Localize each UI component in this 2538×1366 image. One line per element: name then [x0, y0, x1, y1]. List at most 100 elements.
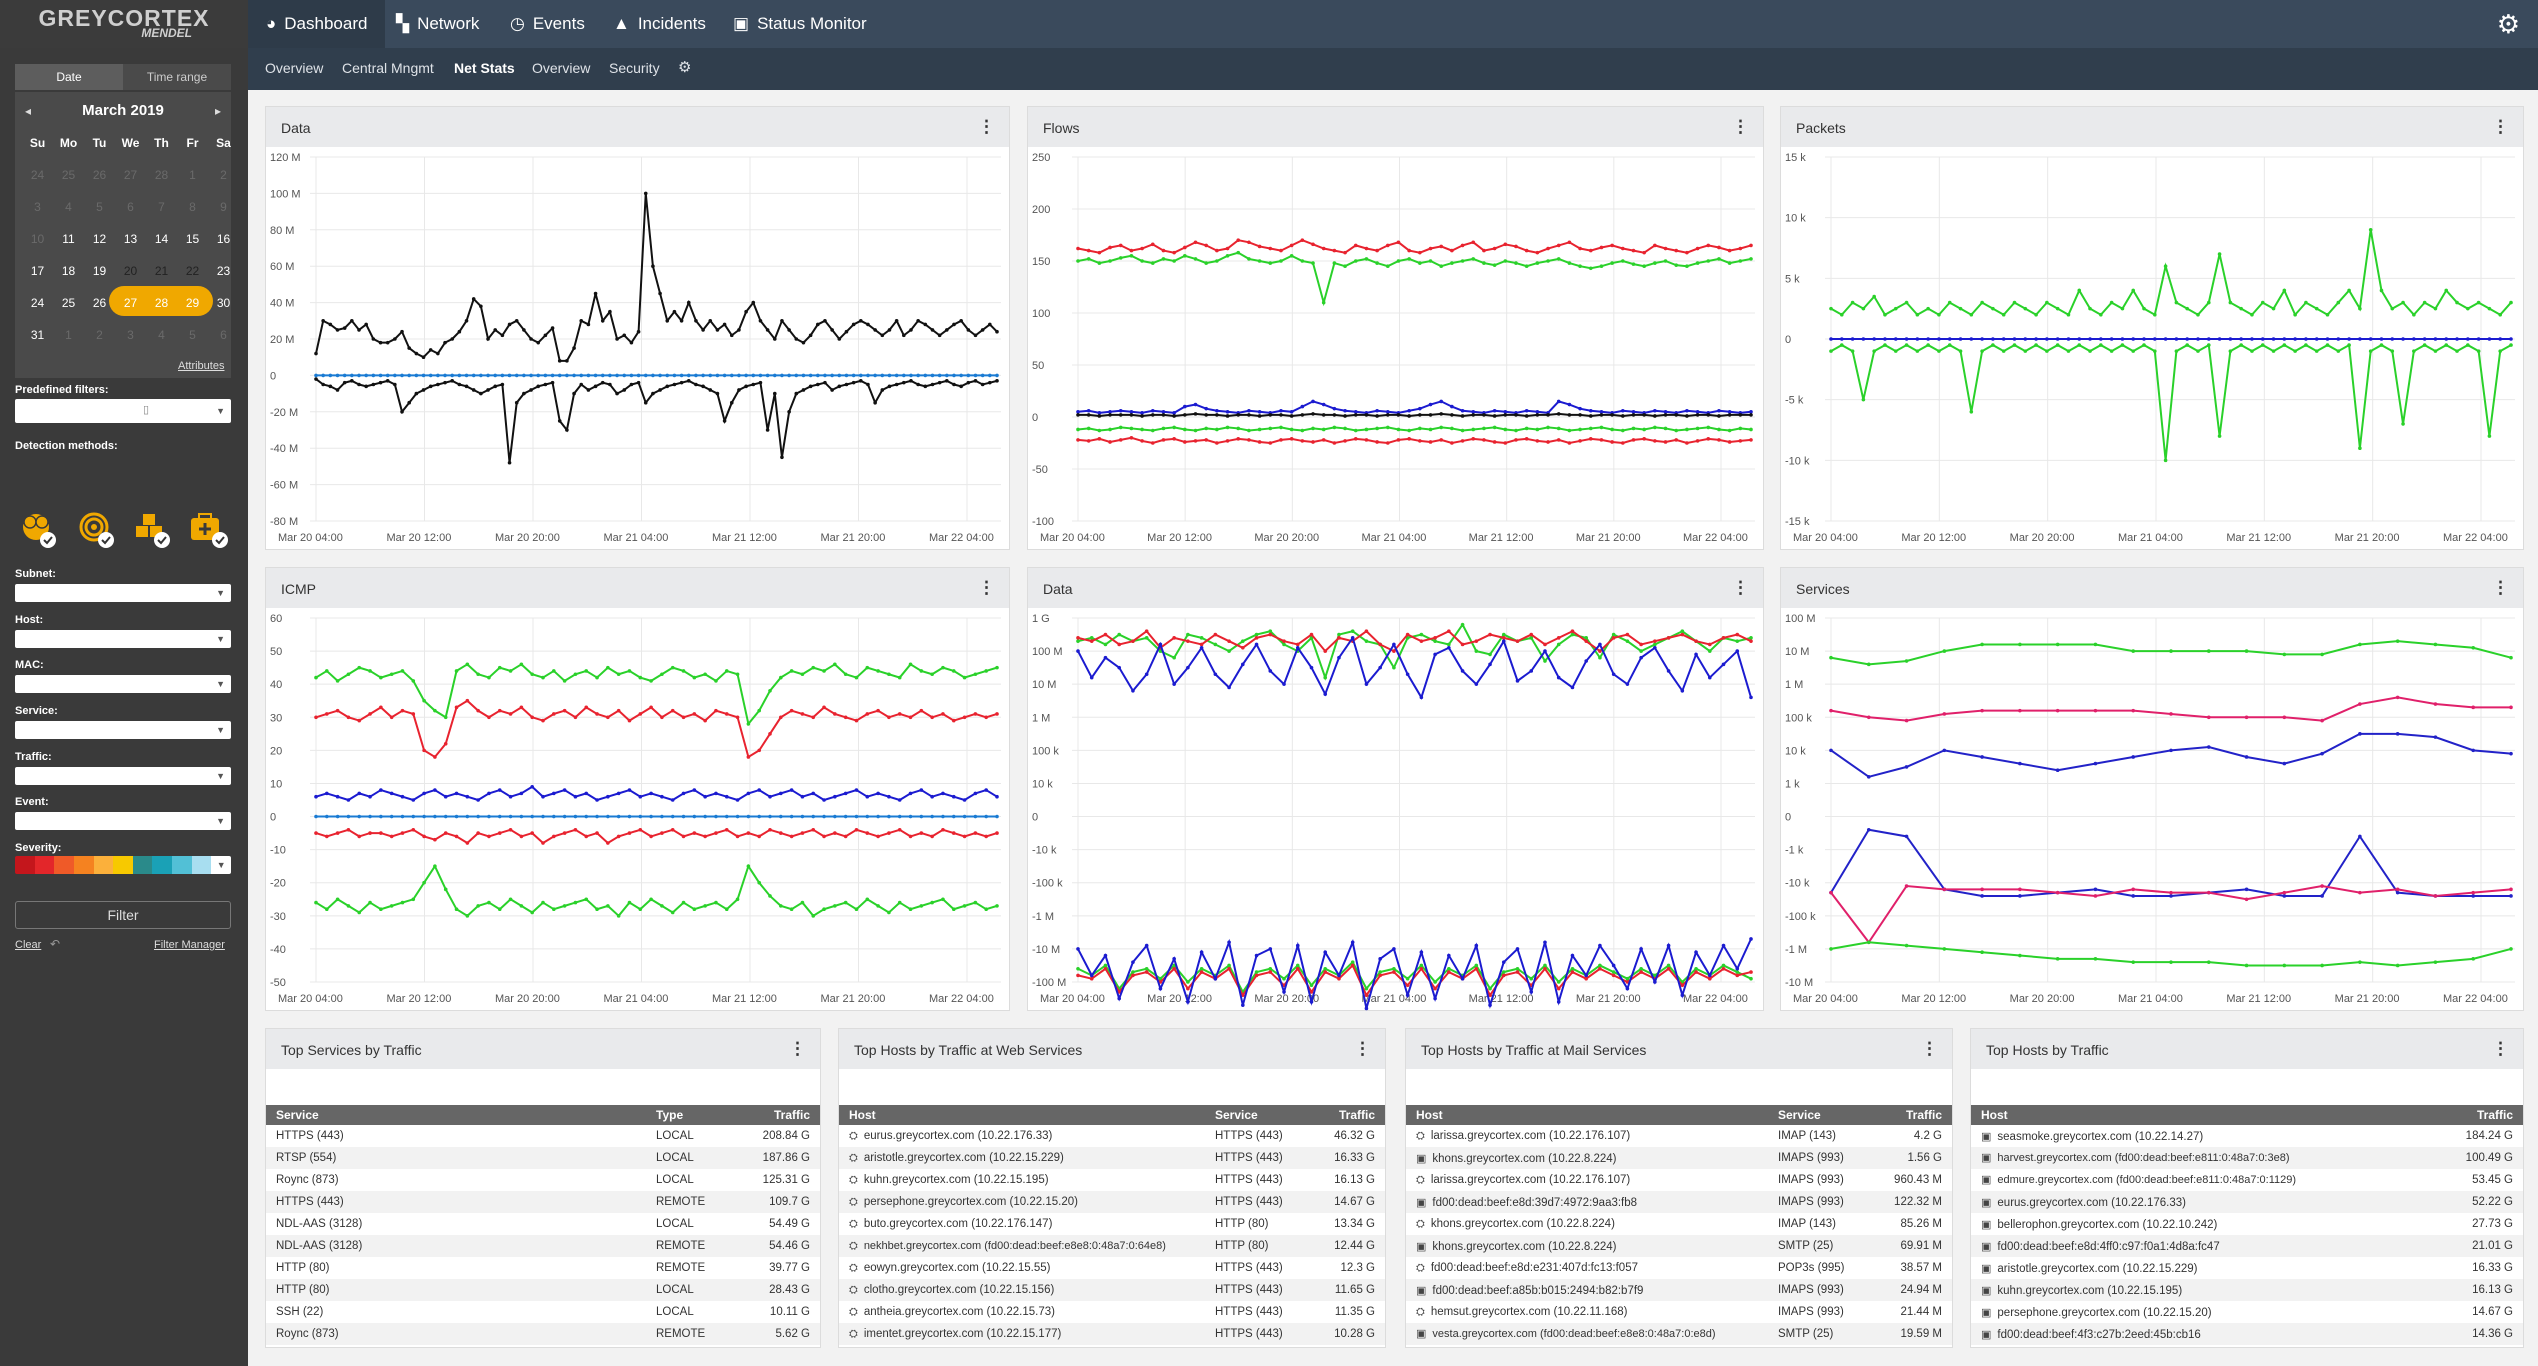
subtab-security[interactable]: Security [609, 60, 660, 76]
column-header[interactable]: Type [646, 1105, 735, 1125]
table-cell[interactable]: seasmoke.greycortex.com (10.22.14.27) [1997, 1130, 2204, 1143]
calendar-day[interactable]: 3 [34, 200, 41, 214]
severity-level[interactable]: ▼ [211, 856, 231, 874]
table-row[interactable]: RTSP (554) LOCAL 187.86 G [266, 1147, 820, 1169]
table-row[interactable]: ▣ aristotle.greycortex.com (10.22.15.229)… [1971, 1257, 2523, 1279]
clear-link[interactable]: Clear [15, 939, 42, 951]
table-row[interactable]: ▣ fd00:dead:beef:e8d:39d7:4972:9aa3:fb8 IM… [1406, 1191, 1952, 1213]
table-row[interactable]: NDL-AAS (3128) LOCAL 54.49 G [266, 1213, 820, 1235]
table-row[interactable]: ⛭ clotho.greycortex.com (10.22.15.156) HTT… [839, 1279, 1385, 1301]
column-header[interactable]: Service [266, 1105, 646, 1125]
panel-menu-icon[interactable]: ⋮ [1732, 117, 1749, 136]
calendar-day[interactable]: 4 [158, 328, 165, 342]
calendar-day[interactable]: 6 [220, 328, 227, 342]
calendar-day[interactable]: 16 [216, 232, 231, 246]
table-row[interactable]: ⛭ larissa.greycortex.com (10.22.176.107) I… [1406, 1125, 1952, 1147]
table-row[interactable]: ⛭ persephone.greycortex.com (10.22.15.20)… [839, 1191, 1385, 1213]
calendar-day[interactable]: 3 [127, 328, 134, 342]
table-row[interactable]: HTTPS (443) LOCAL 208.84 G [266, 1125, 820, 1147]
calendar-day[interactable]: 29 [185, 296, 200, 310]
table-cell[interactable]: hemsut.greycortex.com (10.22.11.168) [1430, 1305, 1628, 1318]
table-cell[interactable]: bellerophon.greycortex.com (10.22.10.242… [1997, 1218, 2218, 1231]
severity-level[interactable] [34, 856, 55, 874]
logo[interactable]: GREYCORTEX MENDEL [0, 0, 248, 48]
table-row[interactable]: ▣ kuhn.greycortex.com (10.22.15.195) 16.13… [1971, 1279, 2523, 1301]
mac-select[interactable]: ▼ [15, 675, 231, 693]
traffic-select[interactable]: ▼ [15, 767, 231, 785]
table-cell[interactable]: edmure.greycortex.com (fd00:dead:beef:e8… [1997, 1173, 2297, 1186]
table-row[interactable]: ▣ edmure.greycortex.com (fd00:dead:beef:e… [1971, 1169, 2523, 1191]
column-header[interactable]: Host [1406, 1105, 1768, 1125]
tab-time-range[interactable]: Time range [123, 64, 231, 90]
table-row[interactable]: ▣ seasmoke.greycortex.com (10.22.14.27) 18… [1971, 1125, 2523, 1147]
calendar-day[interactable]: 8 [189, 200, 196, 214]
fingerprint-detection-icon[interactable] [76, 510, 120, 550]
table-cell[interactable]: aristotle.greycortex.com (10.22.15.229) [1997, 1262, 2198, 1275]
severity-level[interactable] [54, 856, 74, 874]
undo-icon[interactable]: ↶ [50, 937, 61, 951]
table-row[interactable]: ▣ eurus.greycortex.com (10.22.176.33) 52.2… [1971, 1191, 2523, 1213]
table-row[interactable]: ▣ bellerophon.greycortex.com (10.22.10.24… [1971, 1213, 2523, 1235]
column-header[interactable]: Traffic [734, 1105, 820, 1125]
table-row[interactable]: ▣ vesta.greycortex.com (fd00:dead:beef:e8… [1406, 1323, 1952, 1345]
severity-selector[interactable]: ▼ [15, 856, 231, 874]
calendar-day[interactable]: 26 [92, 168, 107, 182]
table-row[interactable]: Roync (873) LOCAL 125.31 G [266, 1169, 820, 1191]
calendar-day[interactable]: 23 [216, 264, 231, 278]
nav-incidents[interactable]: ▲ Incidents [595, 0, 724, 48]
calendar-day[interactable]: 14 [154, 232, 169, 246]
table-cell[interactable]: nekhbet.greycortex.com (fd00:dead:beef:e… [863, 1239, 1166, 1252]
column-header[interactable]: Host [839, 1105, 1205, 1125]
table-cell[interactable]: imentet.greycortex.com (10.22.15.177) [863, 1327, 1062, 1340]
calendar-day[interactable]: 25 [61, 296, 76, 310]
panel-menu-icon[interactable]: ⋮ [978, 117, 995, 136]
table-cell[interactable]: kuhn.greycortex.com (10.22.15.195) [863, 1173, 1049, 1186]
table-row[interactable]: ⛭ larissa.greycortex.com (10.22.176.107) I… [1406, 1169, 1952, 1191]
column-header[interactable]: Traffic [2430, 1105, 2523, 1125]
table-row[interactable]: NDL-AAS (3128) REMOTE 54.46 G [266, 1235, 820, 1257]
table-cell[interactable]: khons.greycortex.com (10.22.8.224) [1430, 1217, 1615, 1230]
calendar-day[interactable]: 25 [61, 168, 76, 182]
panel-menu-icon[interactable]: ⋮ [1732, 578, 1749, 597]
calendar-day[interactable]: 15 [185, 232, 200, 246]
table-cell[interactable]: harvest.greycortex.com (fd00:dead:beef:e… [1997, 1151, 2290, 1164]
table-row[interactable]: ⛭ buto.greycortex.com (10.22.176.147) HTTP… [839, 1213, 1385, 1235]
severity-level[interactable] [152, 856, 173, 874]
table-cell[interactable]: persephone.greycortex.com (10.22.15.20) [863, 1195, 1078, 1208]
column-header[interactable]: Service [1768, 1105, 1876, 1125]
blocks-detection-icon[interactable] [132, 510, 176, 550]
table-cell[interactable]: fd00:dead:beef:a85b:b015:2494:b82:b7f9 [1432, 1284, 1644, 1297]
table-cell[interactable]: kuhn.greycortex.com (10.22.15.195) [1997, 1284, 2183, 1297]
table-row[interactable]: ▣ fd00:dead:beef:e8d:4ff0:c97:f0a1:4d8a:f… [1971, 1235, 2523, 1257]
table-row[interactable]: ⛭ antheia.greycortex.com (10.22.15.73) HTT… [839, 1301, 1385, 1323]
table-row[interactable]: ⛭ nekhbet.greycortex.com (fd00:dead:beef:… [839, 1235, 1385, 1257]
panel-menu-icon[interactable]: ⋮ [1354, 1039, 1371, 1058]
table-cell[interactable]: clotho.greycortex.com (10.22.15.156) [863, 1283, 1055, 1296]
predefined-filters-select[interactable]: ▯ ▼ [15, 399, 231, 423]
table-row[interactable]: HTTP (80) REMOTE 39.77 G [266, 1257, 820, 1279]
table-row[interactable]: HTTP (80) LOCAL 28.43 G [266, 1279, 820, 1301]
table-row[interactable]: Roync (873) REMOTE 5.62 G [266, 1323, 820, 1345]
calendar-day[interactable]: 10 [30, 232, 45, 246]
calendar-day[interactable]: 24 [30, 296, 45, 310]
calendar-day[interactable]: 24 [30, 168, 45, 182]
calendar-day[interactable]: 27 [123, 168, 138, 182]
table-row[interactable]: ⛭ eowyn.greycortex.com (10.22.15.55) HTTPS… [839, 1257, 1385, 1279]
table-cell[interactable]: larissa.greycortex.com (10.22.176.107) [1430, 1173, 1631, 1186]
attributes-link[interactable]: Attributes [178, 360, 225, 372]
table-cell[interactable]: vesta.greycortex.com (fd00:dead:beef:e8e… [1432, 1327, 1716, 1340]
next-month-icon[interactable]: ▸ [214, 104, 221, 118]
calendar-day[interactable]: 1 [189, 168, 196, 182]
table-cell[interactable]: khons.greycortex.com (10.22.8.224) [1432, 1240, 1617, 1253]
table-row[interactable]: ⛭ kuhn.greycortex.com (10.22.15.195) HTTPS… [839, 1169, 1385, 1191]
host-select[interactable]: ▼ [15, 630, 231, 648]
severity-level[interactable] [15, 856, 35, 874]
table-cell[interactable]: fd00:dead:beef:e8d:4ff0:c97:f0a1:4d8a:fc… [1997, 1240, 2220, 1253]
calendar-day[interactable]: 9 [220, 200, 227, 214]
subnav-settings-icon[interactable]: ⚙ [678, 59, 692, 76]
table-cell[interactable]: eowyn.greycortex.com (10.22.15.55) [863, 1261, 1051, 1274]
filter-manager-link[interactable]: Filter Manager [154, 939, 225, 951]
table-cell[interactable]: fd00:dead:beef:e8d:e231:407d:fc13:f057 [1430, 1261, 1638, 1274]
table-row[interactable]: ▣ khons.greycortex.com (10.22.8.224) SMTP … [1406, 1235, 1952, 1257]
table-row[interactable]: ⛭ aristotle.greycortex.com (10.22.15.229)… [839, 1147, 1385, 1169]
